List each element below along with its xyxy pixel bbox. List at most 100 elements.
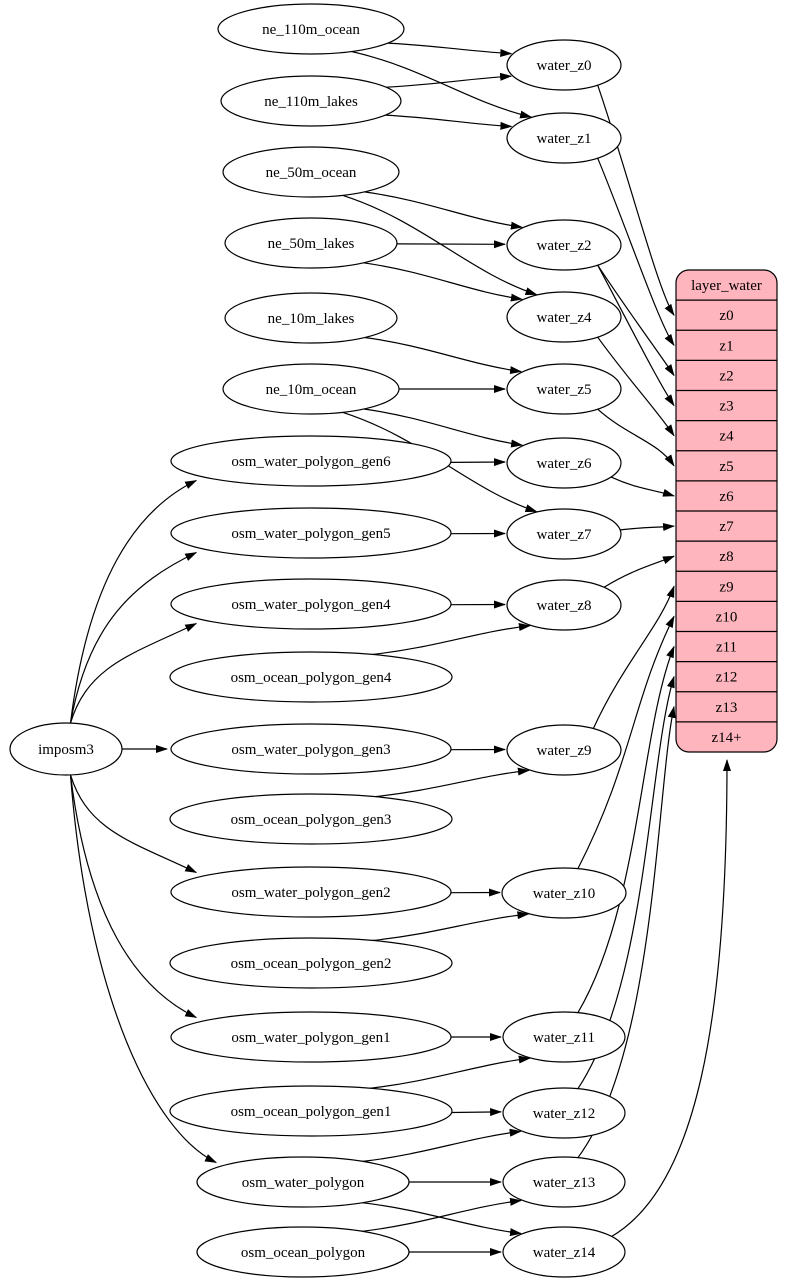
node-water_z12: water_z12 [503, 1088, 625, 1138]
edge-water_z13-layer_water-z13 [578, 707, 674, 1158]
node-ne_10m_lakes: ne_10m_lakes [225, 293, 397, 343]
edge-ne_50m_lakes-water_z4 [364, 263, 522, 299]
node-imposm3: imposm3 [10, 723, 122, 775]
edges-layer [71, 43, 728, 1252]
record-row-z7: z7 [719, 519, 734, 535]
node-osm_ocean_polygon: osm_ocean_polygon [197, 1227, 409, 1277]
record-row-z8: z8 [719, 549, 733, 565]
node-ne_110m_lakes: ne_110m_lakes [221, 76, 401, 126]
edge-osm_ocean_polygon-water_z13 [362, 1201, 521, 1232]
node-water_z10-label: water_z10 [533, 886, 595, 902]
node-water_z5: water_z5 [507, 364, 621, 414]
record-row-z1: z1 [719, 338, 733, 354]
node-water_z6: water_z6 [507, 438, 621, 488]
node-osm_ocean_polygon_gen1-label: osm_ocean_polygon_gen1 [231, 1104, 392, 1120]
node-water_z11-label: water_z11 [533, 1030, 595, 1046]
record-row-z10: z10 [716, 609, 738, 625]
edge-osm_ocean_polygon_gen1-water_z12 [452, 1112, 501, 1113]
node-osm_water_polygon_gen5-label: osm_water_polygon_gen5 [231, 526, 390, 542]
edge-water_z6-layer_water-z6 [611, 477, 674, 496]
node-water_z13: water_z13 [503, 1157, 625, 1207]
edge-water_z0-layer_water-z0 [598, 85, 674, 315]
node-water_z14-label: water_z14 [533, 1245, 596, 1261]
edge-water_z7-layer_water-z7 [620, 526, 674, 530]
node-osm_ocean_polygon_gen4-label: osm_ocean_polygon_gen4 [231, 670, 392, 686]
record-row-z14+: z14+ [711, 730, 741, 746]
record-title: layer_water [691, 278, 762, 294]
node-osm_water_polygon_gen3: osm_water_polygon_gen3 [171, 724, 451, 774]
record-row-z4: z4 [719, 429, 734, 445]
node-osm_ocean_polygon-label: osm_ocean_polygon [241, 1245, 366, 1261]
node-ne_10m_ocean: ne_10m_ocean [223, 364, 399, 414]
node-water_z8-label: water_z8 [537, 598, 592, 614]
record-row-z12: z12 [716, 670, 738, 686]
edge-ne_110m_ocean-water_z0 [388, 43, 512, 54]
node-water_z9-label: water_z9 [537, 743, 592, 759]
node-ne_110m_lakes-label: ne_110m_lakes [264, 94, 358, 110]
node-osm_water_polygon-label: osm_water_polygon [242, 1175, 365, 1191]
node-osm_ocean_polygon_gen3: osm_ocean_polygon_gen3 [170, 794, 452, 844]
node-osm_water_polygon_gen4: osm_water_polygon_gen4 [171, 579, 451, 629]
record-row-z0: z0 [719, 308, 733, 324]
node-osm_ocean_polygon_gen2-label: osm_ocean_polygon_gen2 [231, 956, 392, 972]
node-water_z1: water_z1 [507, 113, 621, 163]
node-osm_water_polygon_gen4-label: osm_water_polygon_gen4 [231, 597, 391, 613]
node-water_z0: water_z0 [507, 40, 621, 90]
edge-osm_ocean_polygon_gen1-water_z11 [370, 1058, 530, 1088]
node-ne_10m_lakes-label: ne_10m_lakes [268, 311, 355, 327]
node-water_z13-label: water_z13 [533, 1175, 595, 1191]
node-osm_ocean_polygon_gen1: osm_ocean_polygon_gen1 [170, 1086, 452, 1136]
node-ne_50m_ocean-label: ne_50m_ocean [266, 165, 357, 181]
node-osm_water_polygon_gen6: osm_water_polygon_gen6 [171, 436, 451, 486]
edge-water_z14-layer_water-z14+ [612, 760, 727, 1237]
node-osm_water_polygon: osm_water_polygon [197, 1157, 409, 1207]
node-water_z0-label: water_z0 [537, 58, 592, 74]
record-node-layer-water: layer_waterz0z1z2z3z4z5z6z7z8z9z10z11z12… [676, 270, 777, 752]
node-ne_50m_ocean: ne_50m_ocean [223, 147, 399, 197]
node-water_z7-label: water_z7 [537, 527, 592, 543]
node-osm_ocean_polygon_gen2: osm_ocean_polygon_gen2 [170, 938, 452, 988]
record-row-z13: z13 [716, 700, 738, 716]
record-row-z3: z3 [719, 399, 733, 415]
node-water_z9: water_z9 [507, 725, 621, 775]
edge-ne_110m_lakes-water_z1 [385, 115, 511, 126]
node-osm_water_polygon_gen2-label: osm_water_polygon_gen2 [231, 885, 390, 901]
node-water_z11: water_z11 [503, 1012, 625, 1062]
node-osm_water_polygon_gen6-label: osm_water_polygon_gen6 [231, 454, 391, 470]
edge-ne_50m_ocean-water_z2 [364, 192, 522, 227]
node-water_z4: water_z4 [507, 292, 621, 342]
node-water_z1-label: water_z1 [537, 131, 592, 147]
edge-osm_water_polygon-water_z14 [362, 1203, 521, 1234]
node-water_z10: water_z10 [502, 868, 626, 918]
node-osm_water_polygon_gen5: osm_water_polygon_gen5 [171, 508, 451, 558]
edge-osm_ocean_polygon_gen3-water_z9 [374, 770, 529, 796]
record-node-layer: layer_waterz0z1z2z3z4z5z6z7z8z9z10z11z12… [676, 270, 777, 752]
node-water_z12-label: water_z12 [533, 1106, 595, 1122]
edge-imposm3-osm_water_polygon_gen5 [71, 553, 197, 724]
node-osm_ocean_polygon_gen3-label: osm_ocean_polygon_gen3 [231, 812, 392, 828]
record-row-z11: z11 [716, 640, 737, 656]
node-water_z6-label: water_z6 [537, 456, 592, 472]
node-ne_110m_ocean: ne_110m_ocean [218, 4, 404, 54]
node-water_z7: water_z7 [507, 509, 621, 559]
record-row-z6: z6 [719, 489, 734, 505]
edge-water_z8-layer_water-z8 [604, 556, 674, 587]
node-water_z4-label: water_z4 [537, 310, 592, 326]
record-row-z5: z5 [719, 459, 733, 475]
node-osm_ocean_polygon_gen4: osm_ocean_polygon_gen4 [170, 652, 452, 702]
edge-osm_ocean_polygon_gen4-water_z8 [372, 626, 530, 655]
node-ne_10m_ocean-label: ne_10m_ocean [266, 382, 357, 398]
node-water_z5-label: water_z5 [537, 382, 592, 398]
node-osm_water_polygon_gen2: osm_water_polygon_gen2 [171, 867, 451, 917]
node-osm_water_polygon_gen1: osm_water_polygon_gen1 [171, 1012, 451, 1062]
edge-osm_ocean_polygon_gen2-water_z10 [372, 914, 528, 941]
edge-ne_110m_lakes-water_z0 [386, 76, 511, 87]
edge-osm_water_polygon-water_z12 [363, 1131, 521, 1161]
nodes-layer: ne_110m_ocean ne_110m_lakes ne_50m_oceanne… [10, 4, 626, 1277]
node-water_z8: water_z8 [507, 580, 621, 630]
record-row-z9: z9 [719, 579, 733, 595]
node-ne_50m_lakes: ne_50m_lakes [225, 218, 397, 268]
node-water_z2: water_z2 [507, 220, 621, 270]
